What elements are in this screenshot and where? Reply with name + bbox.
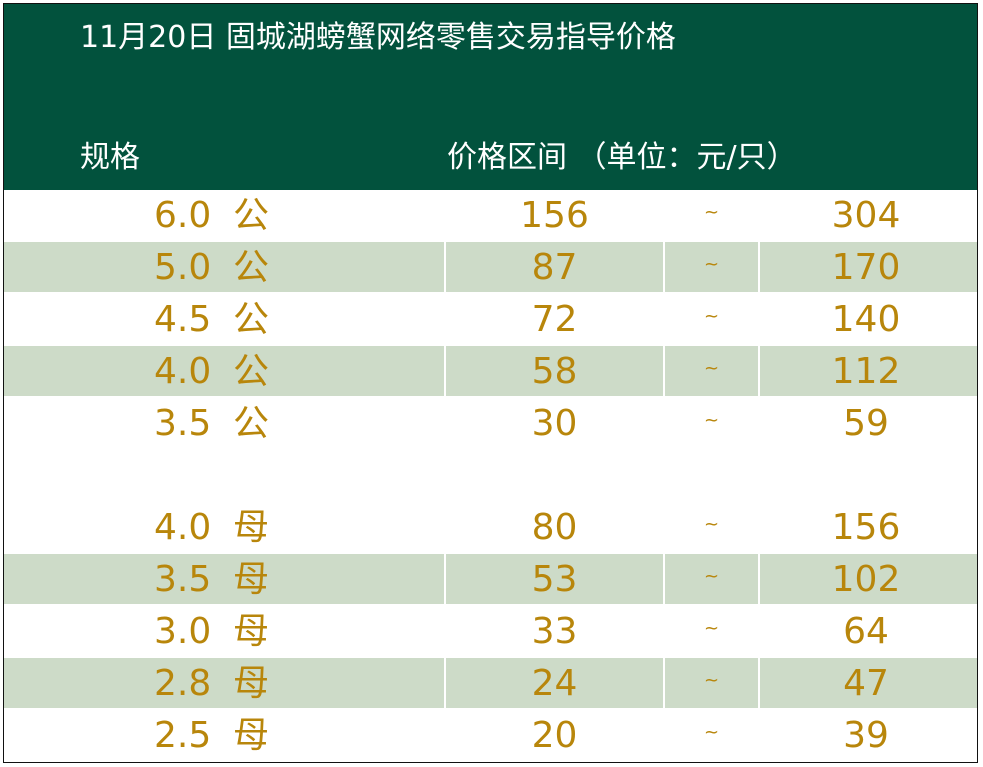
range-separator: ~ xyxy=(703,202,720,223)
spec-sex: 母 xyxy=(233,715,270,756)
range-separator: ~ xyxy=(703,254,720,275)
price-high: 112 xyxy=(831,351,901,392)
price-high: 140 xyxy=(831,299,901,340)
spec-size: 2.8 xyxy=(154,663,212,704)
spec-sex: 公 xyxy=(233,299,270,340)
price-low: 20 xyxy=(531,715,578,756)
range-separator: ~ xyxy=(703,306,720,327)
spec-size: 4.0 xyxy=(154,351,212,392)
table-row: 4.0 公 58 ~ 112 xyxy=(4,346,977,398)
spec-sex: 母 xyxy=(233,611,270,652)
table-row: 3.5 公 30 ~ 59 xyxy=(4,398,977,450)
table-row: 2.8 母 24 ~ 47 xyxy=(4,658,977,710)
page-title: 11月20日 固城湖螃蟹网络零售交易指导价格 xyxy=(80,20,676,55)
spec-sex: 公 xyxy=(233,403,270,444)
table-row: 6.0 公 156 ~ 304 xyxy=(4,190,977,242)
spec-sex: 母 xyxy=(233,507,270,548)
table-body: 6.0 公 156 ~ 304 5.0 公 87 ~ 170 4.5 公 72 … xyxy=(4,190,977,762)
table-header: 11月20日 固城湖螃蟹网络零售交易指导价格 规格 价格区间 （单位：元/只） xyxy=(4,4,977,190)
spec-size: 3.5 xyxy=(154,559,212,600)
price-high: 39 xyxy=(843,715,889,756)
spec-sex: 母 xyxy=(233,559,270,600)
column-header-price-range: 价格区间 （单位：元/只） xyxy=(447,140,797,175)
price-low: 58 xyxy=(531,351,578,392)
range-separator: ~ xyxy=(703,410,720,431)
table-row: 3.5 母 53 ~ 102 xyxy=(4,554,977,606)
spec-size: 5.0 xyxy=(154,247,212,288)
price-high: 59 xyxy=(843,403,889,444)
range-separator: ~ xyxy=(703,670,720,691)
price-low: 80 xyxy=(531,507,578,548)
spec-sex: 公 xyxy=(233,351,270,392)
range-separator: ~ xyxy=(703,618,720,639)
price-high: 156 xyxy=(831,507,901,548)
price-high: 64 xyxy=(843,611,889,652)
spec-size: 4.0 xyxy=(154,507,212,548)
price-table: 11月20日 固城湖螃蟹网络零售交易指导价格 规格 价格区间 （单位：元/只） … xyxy=(3,3,978,763)
range-separator: ~ xyxy=(703,514,720,535)
spec-size: 3.5 xyxy=(154,403,212,444)
range-separator: ~ xyxy=(703,358,720,379)
price-low: 87 xyxy=(531,247,578,288)
table-row: 5.0 公 87 ~ 170 xyxy=(4,242,977,294)
price-high: 304 xyxy=(831,195,901,236)
spec-size: 3.0 xyxy=(154,611,212,652)
price-low: 53 xyxy=(531,559,578,600)
range-separator: ~ xyxy=(703,722,720,743)
spec-sex: 公 xyxy=(233,247,270,288)
price-high: 170 xyxy=(831,247,901,288)
spec-sex: 公 xyxy=(233,195,270,236)
spec-size: 6.0 xyxy=(154,195,212,236)
price-low: 72 xyxy=(531,299,578,340)
price-low: 30 xyxy=(531,403,578,444)
range-separator: ~ xyxy=(703,566,720,587)
table-row: 4.0 母 80 ~ 156 xyxy=(4,502,977,554)
price-low: 24 xyxy=(531,663,578,704)
price-low: 33 xyxy=(531,611,578,652)
table-row: 2.5 母 20 ~ 39 xyxy=(4,710,977,762)
price-high: 102 xyxy=(831,559,901,600)
spec-size: 2.5 xyxy=(154,715,212,756)
spec-size: 4.5 xyxy=(154,299,212,340)
spec-sex: 母 xyxy=(233,663,270,704)
table-row: 3.0 母 33 ~ 64 xyxy=(4,606,977,658)
price-high: 47 xyxy=(843,663,889,704)
price-low: 156 xyxy=(520,195,589,236)
spacer-row xyxy=(4,450,977,502)
table-row: 4.5 公 72 ~ 140 xyxy=(4,294,977,346)
column-header-spec: 规格 xyxy=(80,140,140,175)
